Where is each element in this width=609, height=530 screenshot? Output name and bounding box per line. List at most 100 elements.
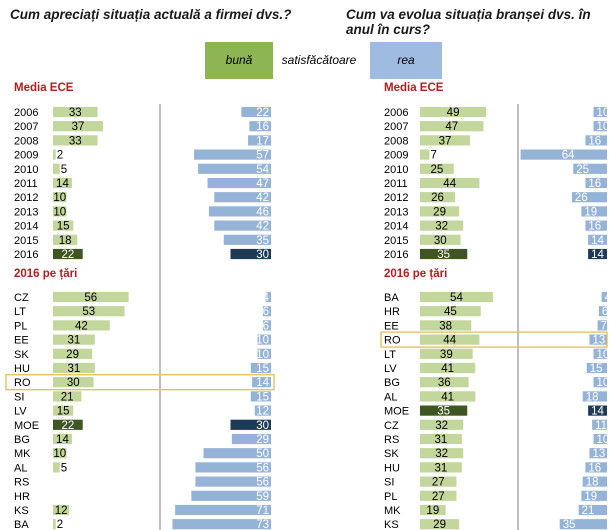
panel-1-s2-si-good-bar	[53, 391, 82, 402]
panel-1-s1-2015-bad-value: 35	[256, 235, 269, 247]
panel-2-s2-hr-bad-bar	[598, 306, 607, 317]
panel-1-s1-2009-good-bar	[53, 149, 56, 160]
panel-1-s1-2013-good-bar	[53, 206, 67, 217]
panel-2-s1-2010-good-bar	[420, 163, 454, 174]
panel-1-s2-bg-label: BG	[14, 434, 30, 446]
panel-1-s1-2011-bad-value: 47	[256, 178, 269, 190]
panel-2-s1-2011-label: 2011	[384, 178, 408, 190]
panel-1-s2-ro-bad-value: 14	[256, 377, 269, 389]
panel-1-s2-hu-bad-value: 15	[256, 363, 269, 375]
panel-2-s2-rs-label: RS	[384, 434, 399, 446]
panel-2-s2-ee-good-bar	[420, 320, 472, 331]
panel-2-s1-2009-bad-bar	[520, 149, 607, 160]
panel-2-s2-cz-label: CZ	[384, 420, 399, 432]
panel-2-s1-2007-bad-bar	[593, 121, 607, 132]
panel-1-s2-sk-bad-value: 10	[256, 349, 269, 361]
panel-1-s1-2016-bad-bar	[230, 248, 271, 260]
panel-1-s1-2011-label: 2011	[14, 178, 38, 190]
panel-1-s2-ks-good-value: 12	[55, 505, 68, 517]
panel-2-s2-ba-good-bar	[420, 291, 493, 303]
panel-1-s1-2012-label: 2012	[14, 192, 38, 204]
panel-1-s2-cz-bad-value: 4	[263, 292, 270, 304]
panel-1-s2-ro-good-bar	[53, 377, 94, 388]
panel-1-s2-ba-good-bar	[53, 519, 56, 530]
panel-1-s2-ro-highlight-box	[5, 374, 275, 391]
panel-1-s2-hu-good-bar	[53, 362, 95, 374]
panel-1-s1-2008-good-value: 33	[69, 135, 82, 147]
panel-1-s1-2009-label: 2009	[14, 150, 38, 162]
panel-2-s2-hr-label: HR	[384, 306, 400, 318]
panel-2-s2-si-good-bar	[420, 476, 457, 487]
panel-2-s2-ks-bad-value: 35	[563, 519, 576, 530]
legend-swatch-bad	[370, 42, 442, 79]
panel-2-s2-rs-bad-value: 10	[597, 434, 609, 446]
panel-1-s2-ro-bad-bar	[252, 377, 271, 388]
panel-2-s1-2011-good-bar	[420, 177, 480, 189]
panel-2-s2-sk-label: SK	[384, 448, 399, 460]
panel-1-s2-ba-bad-value: 73	[256, 519, 269, 530]
panel-2-s1-2006-good-value: 49	[447, 107, 460, 119]
panel-2-s2-lv-label: LV	[384, 363, 397, 375]
panel-2-s2-ba-label: BA	[384, 292, 399, 304]
panel-1-s2-ks-label: KS	[14, 505, 29, 517]
panel-2-s2-hu-bad-bar	[585, 462, 607, 473]
panel-2-s1-2010-label: 2010	[384, 164, 408, 176]
panel-1-s2-moe-label: MOE	[14, 420, 39, 432]
panel-1-s2-mk-good-bar	[53, 448, 67, 459]
panel-2-s1-2016-good-bar	[420, 248, 468, 260]
panel-1-s1-2007-bad-value: 16	[256, 121, 269, 133]
panel-title-1-line-1: Cum apreciați situația actuală a firmei …	[10, 7, 291, 22]
panel-2-s1-2014-bad-bar	[585, 220, 607, 231]
panel-2-s2-sk-bad-bar	[589, 448, 607, 459]
panel-1-s2-pl-bad-bar	[262, 320, 271, 331]
panel-1-s2-sk-label: SK	[14, 349, 29, 361]
panel-1-s1-2007-good-bar	[53, 121, 103, 132]
panel-1-s2-bg-good-bar	[53, 433, 72, 445]
panel-1-s2-moe-good-bar	[53, 419, 83, 430]
panel-2-s1-2012-good-value: 26	[431, 192, 444, 204]
panel-2-s1-2012-label: 2012	[384, 192, 408, 204]
panel-2-s1-2011-bad-value: 16	[588, 178, 601, 190]
panel-1-s2-ee-good-bar	[53, 334, 95, 345]
panel-1-s1-2016-bad-value: 30	[256, 249, 269, 261]
panel-1-s1-2010-bad-bar	[198, 163, 271, 174]
panel-2-s1-2006-bad-value: 10	[597, 107, 609, 119]
panel-1-s1-2014-good-bar	[53, 220, 74, 231]
panel-2-s1-2014-label: 2014	[384, 221, 408, 233]
panel-1-s1-2008-bad-value: 17	[256, 135, 269, 147]
panel-1-s2-pl-bad-value: 6	[263, 320, 269, 332]
panel-1-s1-2008-bad-bar	[248, 135, 271, 146]
panel-2-s2-al-label: AL	[384, 391, 397, 403]
panel-2-s2-ks-good-bar	[420, 519, 460, 530]
panel-2-s1-2016-bad-bar	[588, 248, 607, 260]
panel-1-s1-2012-good-bar	[53, 192, 67, 203]
panel-1-s2-cz-good-value: 56	[84, 292, 97, 304]
panel-2-s1-2008-label: 2008	[384, 135, 408, 147]
panel-2-s2-cz-bad-value: 11	[595, 420, 607, 432]
panel-2-s1-2013-good-value: 29	[433, 206, 446, 218]
panel-2-s2-ee-bad-value: 7	[601, 320, 607, 332]
panel-2-s2-sk-good-value: 32	[435, 448, 448, 460]
panel-1-s2-lt-bad-value: 6	[263, 306, 269, 318]
panel-1-s2-lt-label: LT	[14, 306, 26, 318]
panel-1-s2-lv-label: LV	[14, 406, 27, 418]
panel-2-s2-pl-bad-value: 19	[584, 491, 597, 503]
panel-2-s1-2007-label: 2007	[384, 121, 408, 133]
panel-1-s2-lv-bad-bar	[254, 405, 271, 416]
panel-1-s1-2006-good-value: 33	[69, 107, 82, 119]
panel-1-s1-2010-bad-value: 54	[256, 164, 269, 176]
panel-1-s1-2009-bad-bar	[194, 149, 271, 160]
panel-2-s2-cz-good-bar	[420, 419, 464, 430]
panel-1-s2-hr-bad-bar	[191, 490, 271, 501]
panel-title-2-line-2: anul în curs?	[346, 22, 430, 37]
panel-1-s1-2011-bad-bar	[207, 177, 271, 189]
panel-2-s2-al-bad-bar	[582, 391, 607, 402]
panel-2-s1-2006-bad-bar	[593, 106, 607, 118]
panel-1-s2-mk-bad-value: 50	[256, 448, 269, 460]
panel-1-s1-2015-good-bar	[53, 234, 78, 245]
panel-2-s2-hu-bad-value: 16	[588, 462, 601, 474]
panel-1-s1-2011-good-bar	[53, 177, 72, 189]
panel-2-s1-2009-good-bar	[420, 149, 430, 160]
panel-2-s2-ba-bad-bar	[601, 291, 607, 303]
panel-2-section-title-2: 2016 pe țări	[384, 268, 447, 280]
